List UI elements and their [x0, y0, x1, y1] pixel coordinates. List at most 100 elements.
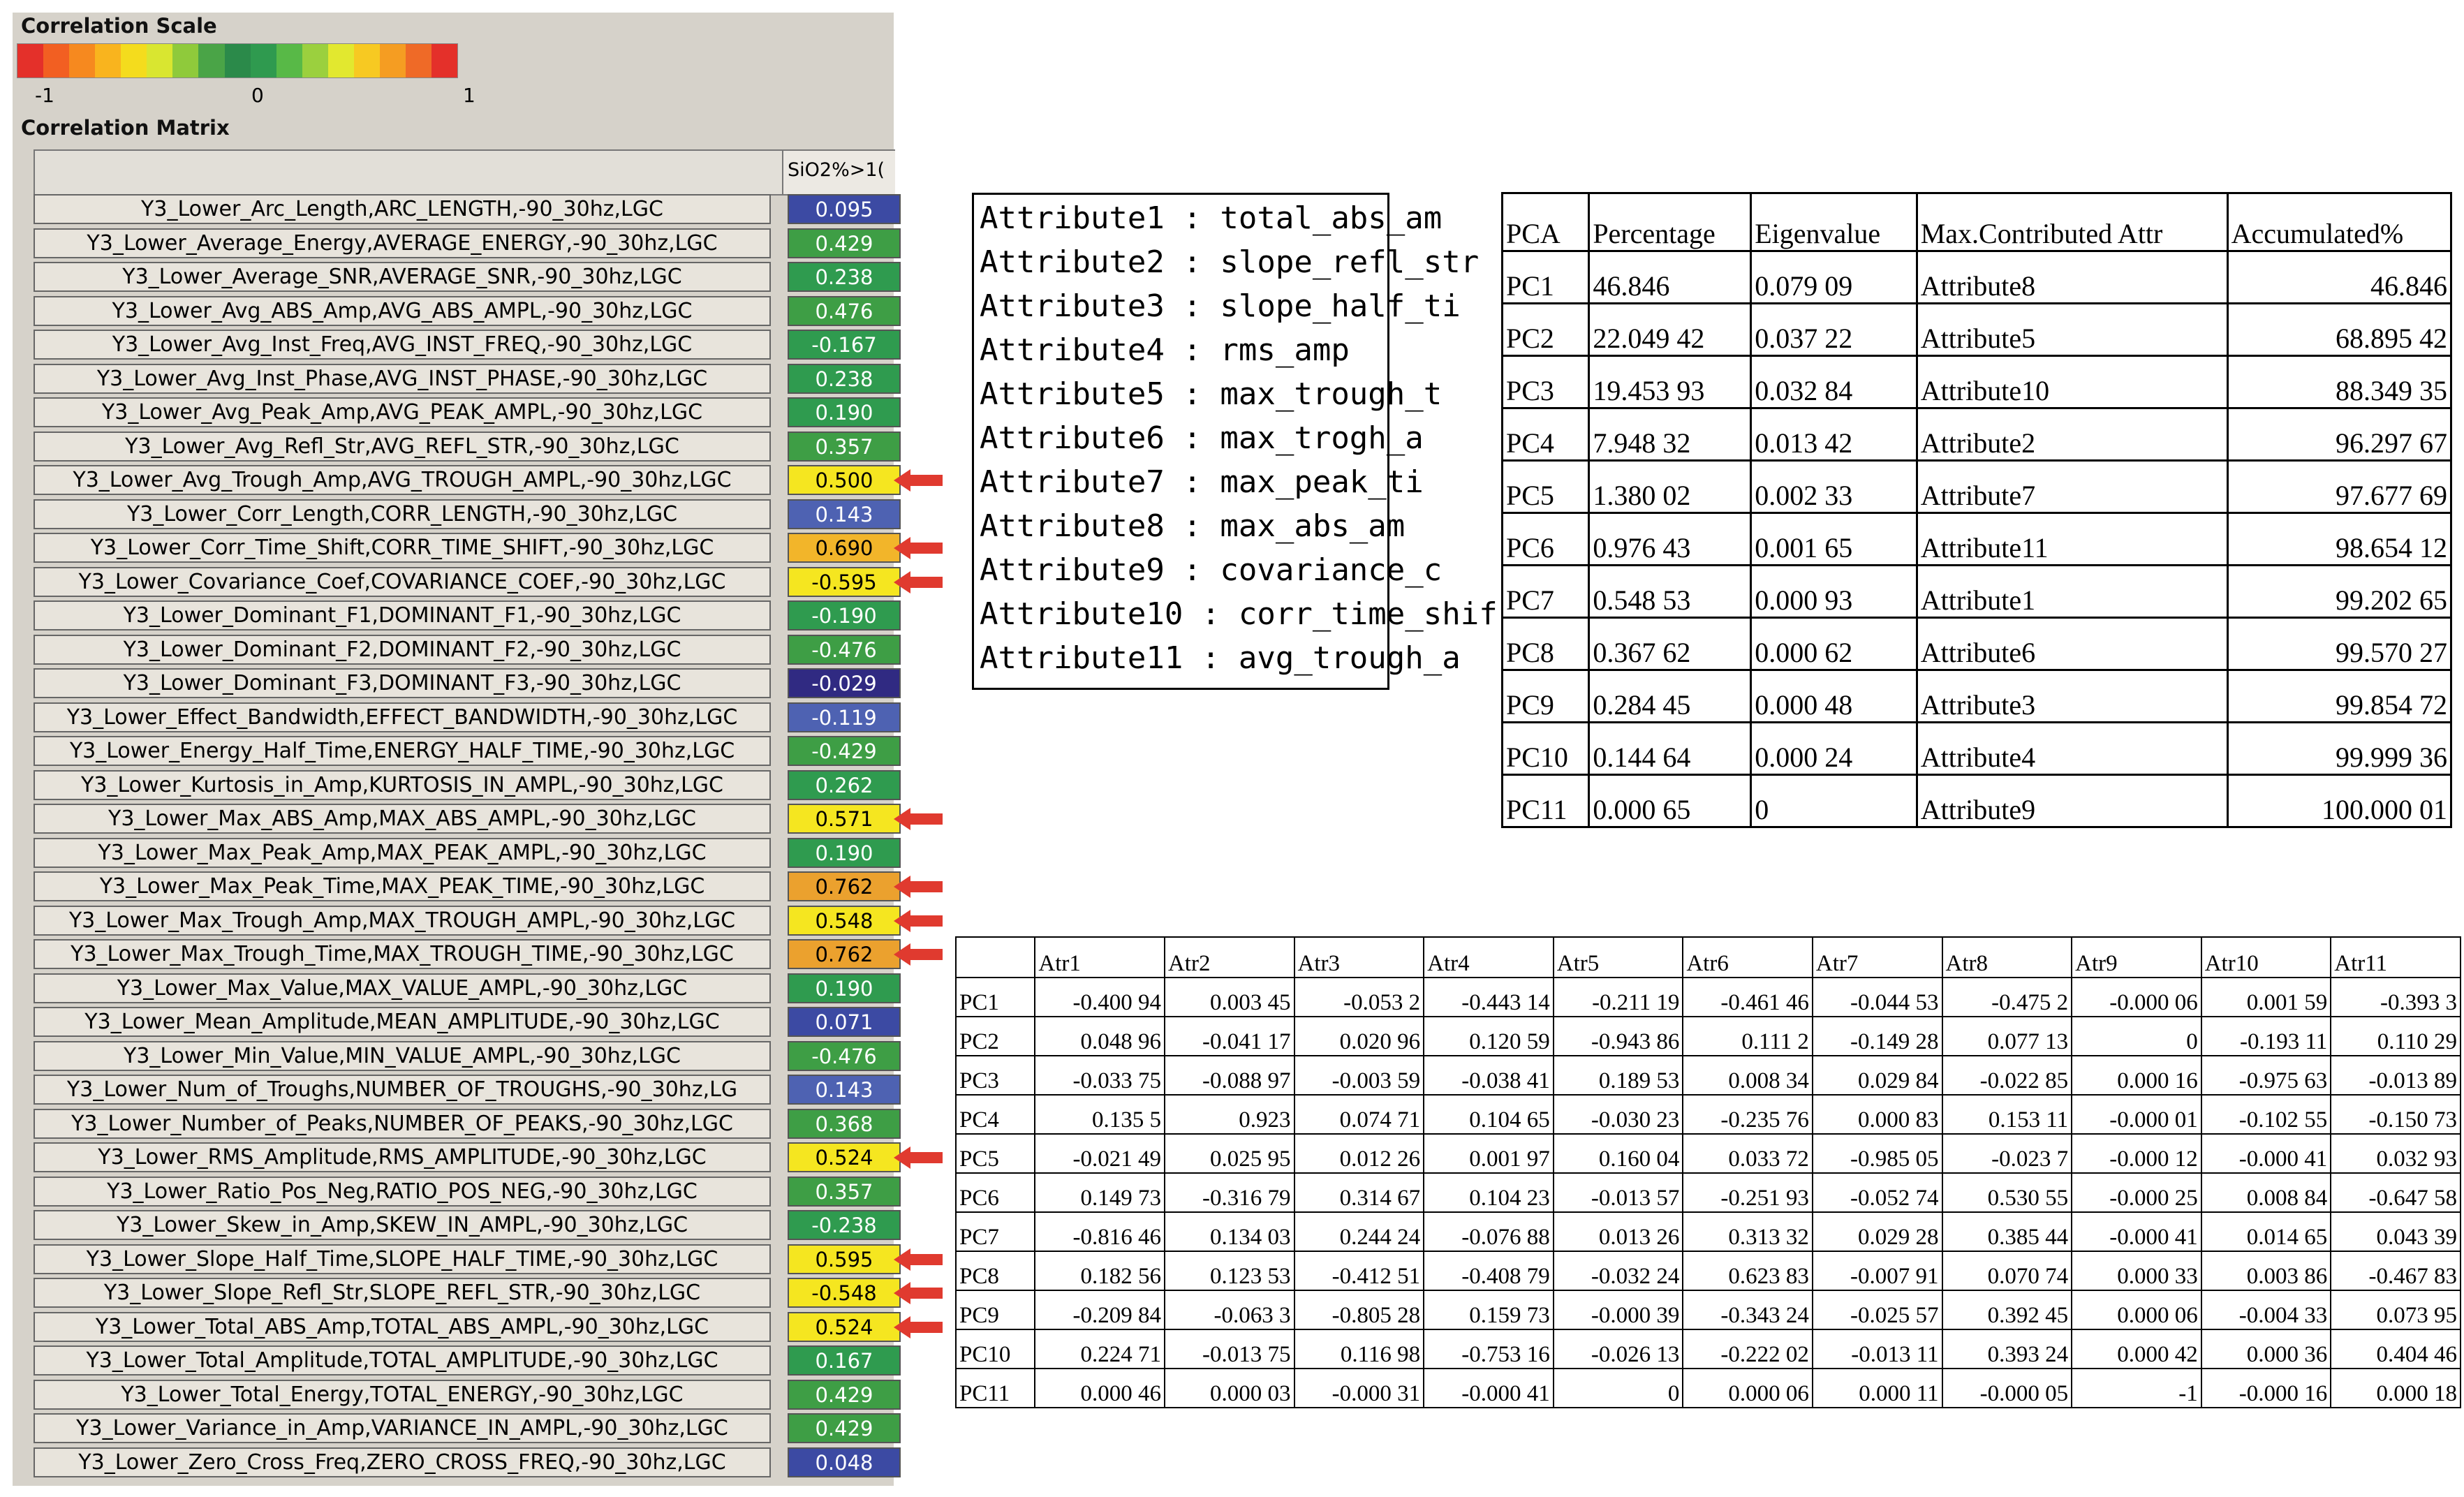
matrix-row[interactable]: Y3_Lower_Total_Amplitude,TOTAL_AMPLITUDE… — [34, 1344, 901, 1378]
attribute-label[interactable]: Y3_Lower_Max_Trough_Amp,MAX_TROUGH_AMPL,… — [34, 905, 771, 936]
matrix-row[interactable]: Y3_Lower_Number_of_Peaks,NUMBER_OF_PEAKS… — [34, 1107, 901, 1142]
attribute-label[interactable]: Y3_Lower_Skew_in_Amp,SKEW_IN_AMPL,-90_30… — [34, 1210, 771, 1240]
attribute-label[interactable]: Y3_Lower_Total_Energy,TOTAL_ENERGY,-90_3… — [34, 1379, 771, 1410]
attribute-label[interactable]: Y3_Lower_Corr_Time_Shift,CORR_TIME_SHIFT… — [34, 533, 771, 563]
loading-cell: 0.404 46 — [2330, 1329, 2461, 1369]
attribute-label[interactable]: Y3_Lower_Kurtosis_in_Amp,KURTOSIS_IN_AMP… — [34, 769, 771, 800]
loading-cell: 0.923 — [1163, 1094, 1295, 1135]
attribute-label[interactable]: Y3_Lower_Max_ABS_Amp,MAX_ABS_AMPL,-90_30… — [34, 804, 771, 834]
matrix-row[interactable]: Y3_Lower_Min_Value,MIN_VALUE_AMPL,-90_30… — [34, 1040, 901, 1074]
loading-column-header: Atr3 — [1293, 936, 1425, 978]
attribute-label[interactable]: Y3_Lower_Max_Peak_Amp,MAX_PEAK_AMPL,-90_… — [34, 837, 771, 868]
matrix-column-header[interactable]: SiO2%>1( — [782, 151, 895, 194]
attribute-label[interactable]: Y3_Lower_Avg_Refl_Str,AVG_REFL_STR,-90_3… — [34, 431, 771, 462]
correlation-value: 0.357 — [788, 431, 901, 462]
matrix-row[interactable]: Y3_Lower_Skew_in_Amp,SKEW_IN_AMPL,-90_30… — [34, 1209, 901, 1243]
scale-color-step — [198, 44, 225, 78]
matrix-row[interactable]: Y3_Lower_Avg_ABS_Amp,AVG_ABS_AMPL,-90_30… — [34, 295, 901, 329]
matrix-row[interactable]: Y3_Lower_Dominant_F1,DOMINANT_F1,-90_30h… — [34, 599, 901, 633]
matrix-row[interactable]: Y3_Lower_Dominant_F3,DOMINANT_F3,-90_30h… — [34, 667, 901, 701]
attribute-label[interactable]: Y3_Lower_Total_Amplitude,TOTAL_AMPLITUDE… — [34, 1345, 771, 1376]
loading-cell: -0.000 12 — [2071, 1133, 2202, 1174]
pca-cell: 68.895 42 — [2226, 302, 2453, 357]
attribute-label[interactable]: Y3_Lower_Avg_Inst_Freq,AVG_INST_FREQ,-90… — [34, 330, 771, 360]
matrix-row[interactable]: Y3_Lower_Corr_Time_Shift,CORR_TIME_SHIFT… — [34, 531, 901, 566]
matrix-row[interactable]: Y3_Lower_Effect_Bandwidth,EFFECT_BANDWID… — [34, 701, 901, 735]
attribute-label[interactable]: Y3_Lower_Energy_Half_Time,ENERGY_HALF_TI… — [34, 736, 771, 766]
attribute-label[interactable]: Y3_Lower_Average_SNR,AVERAGE_SNR,-90_30h… — [34, 262, 771, 292]
attribute-label[interactable]: Y3_Lower_Avg_Peak_Amp,AVG_PEAK_AMPL,-90_… — [34, 397, 771, 427]
matrix-row[interactable]: Y3_Lower_Mean_Amplitude,MEAN_AMPLITUDE,-… — [34, 1005, 901, 1040]
attribute-label[interactable]: Y3_Lower_Slope_Refl_Str,SLOPE_REFL_STR,-… — [34, 1278, 771, 1308]
attribute-label[interactable]: Y3_Lower_Zero_Cross_Freq,ZERO_CROSS_FREQ… — [34, 1447, 771, 1477]
loading-cell: 0.074 71 — [1293, 1094, 1425, 1135]
matrix-row[interactable]: Y3_Lower_Max_Trough_Time,MAX_TROUGH_TIME… — [34, 938, 901, 972]
attribute-label[interactable]: Y3_Lower_Covariance_Coef,COVARIANCE_COEF… — [34, 566, 771, 597]
loading-column-header: Atr2 — [1163, 936, 1295, 978]
pca-cell: Attribute11 — [1915, 512, 2229, 566]
pca-cell: 0.000 24 — [1750, 721, 1918, 776]
matrix-row[interactable]: Y3_Lower_Arc_Length,ARC_LENGTH,-90_30hz,… — [34, 193, 901, 227]
loading-cell: -0.149 28 — [1811, 1016, 1943, 1056]
loading-cell: -0.023 7 — [1941, 1133, 2073, 1174]
attribute-label[interactable]: Y3_Lower_Dominant_F3,DOMINANT_F3,-90_30h… — [34, 668, 771, 698]
attribute-label[interactable]: Y3_Lower_Ratio_Pos_Neg,RATIO_POS_NEG,-90… — [34, 1176, 771, 1207]
attribute-label[interactable]: Y3_Lower_Slope_Half_Time,SLOPE_HALF_TIME… — [34, 1244, 771, 1274]
attribute-label[interactable]: Y3_Lower_Arc_Length,ARC_LENGTH,-90_30hz,… — [34, 194, 771, 224]
matrix-row[interactable]: Y3_Lower_Kurtosis_in_Amp,KURTOSIS_IN_AMP… — [34, 769, 901, 803]
matrix-row[interactable]: Y3_Lower_RMS_Amplitude,RMS_AMPLITUDE,-90… — [34, 1141, 901, 1175]
attribute-label[interactable]: Y3_Lower_Avg_Inst_Phase,AVG_INST_PHASE,-… — [34, 363, 771, 394]
loading-cell: 0.008 84 — [2200, 1172, 2332, 1213]
matrix-row[interactable]: Y3_Lower_Max_Peak_Time,MAX_PEAK_TIME,-90… — [34, 870, 901, 904]
matrix-row[interactable]: Y3_Lower_Average_Energy,AVERAGE_ENERGY,-… — [34, 227, 901, 261]
matrix-row[interactable]: Y3_Lower_Max_Trough_Amp,MAX_TROUGH_AMPL,… — [34, 904, 901, 938]
matrix-row[interactable]: Y3_Lower_Dominant_F2,DOMINANT_F2,-90_30h… — [34, 633, 901, 668]
scale-color-step — [69, 44, 96, 78]
attribute-label[interactable]: Y3_Lower_Max_Value,MAX_VALUE_AMPL,-90_30… — [34, 973, 771, 1003]
loading-row: PC5 -0.021 49 0.025 95 0.012 26 0.001 97 0.16… — [954, 1133, 2461, 1174]
matrix-row[interactable]: Y3_Lower_Zero_Cross_Freq,ZERO_CROSS_FREQ… — [34, 1446, 901, 1480]
matrix-row[interactable]: Y3_Lower_Max_ABS_Amp,MAX_ABS_AMPL,-90_30… — [34, 802, 901, 836]
attribute-label[interactable]: Y3_Lower_Total_ABS_Amp,TOTAL_ABS_AMPL,-9… — [34, 1311, 771, 1342]
matrix-row[interactable]: Y3_Lower_Max_Peak_Amp,MAX_PEAK_AMPL,-90_… — [34, 836, 901, 871]
matrix-row[interactable]: Y3_Lower_Avg_Inst_Phase,AVG_INST_PHASE,-… — [34, 362, 901, 397]
matrix-row[interactable]: Y3_Lower_Variance_in_Amp,VARIANCE_IN_AMP… — [34, 1412, 901, 1446]
attribute-label[interactable]: Y3_Lower_Min_Value,MIN_VALUE_AMPL,-90_30… — [34, 1040, 771, 1071]
loading-cell: -0.041 17 — [1163, 1016, 1295, 1056]
attribute-label[interactable]: Y3_Lower_Max_Peak_Time,MAX_PEAK_TIME,-90… — [34, 871, 771, 901]
loading-cell: -0.063 3 — [1163, 1290, 1295, 1330]
matrix-row[interactable]: Y3_Lower_Corr_Length,CORR_LENGTH,-90_30h… — [34, 498, 901, 532]
matrix-row[interactable]: Y3_Lower_Max_Value,MAX_VALUE_AMPL,-90_30… — [34, 972, 901, 1006]
red-arrow-icon — [894, 876, 943, 898]
matrix-row[interactable]: Y3_Lower_Avg_Trough_Amp,AVG_TROUGH_AMPL,… — [34, 464, 901, 498]
matrix-row[interactable]: Y3_Lower_Total_Energy,TOTAL_ENERGY,-90_3… — [34, 1378, 901, 1413]
matrix-row[interactable]: Y3_Lower_Energy_Half_Time,ENERGY_HALF_TI… — [34, 735, 901, 769]
attribute-label[interactable]: Y3_Lower_Number_of_Peaks,NUMBER_OF_PEAKS… — [34, 1108, 771, 1139]
attribute-label[interactable]: Y3_Lower_Num_of_Troughs,NUMBER_OF_TROUGH… — [34, 1075, 771, 1105]
attribute-label[interactable]: Y3_Lower_Corr_Length,CORR_LENGTH,-90_30h… — [34, 499, 771, 529]
attribute-label[interactable]: Y3_Lower_Dominant_F1,DOMINANT_F1,-90_30h… — [34, 600, 771, 630]
attribute-label[interactable]: Y3_Lower_Avg_ABS_Amp,AVG_ABS_AMPL,-90_30… — [34, 295, 771, 326]
matrix-row[interactable]: Y3_Lower_Total_ABS_Amp,TOTAL_ABS_AMPL,-9… — [34, 1311, 901, 1345]
attribute-label[interactable]: Y3_Lower_Avg_Trough_Amp,AVG_TROUGH_AMPL,… — [34, 465, 771, 495]
loading-cell: 0.001 97 — [1423, 1133, 1554, 1174]
attribute-label[interactable]: Y3_Lower_RMS_Amplitude,RMS_AMPLITUDE,-90… — [34, 1142, 771, 1172]
attribute-label[interactable]: Y3_Lower_Max_Trough_Time,MAX_TROUGH_TIME… — [34, 939, 771, 969]
attribute-label[interactable]: Y3_Lower_Dominant_F2,DOMINANT_F2,-90_30h… — [34, 634, 771, 665]
matrix-row[interactable]: Y3_Lower_Covariance_Coef,COVARIANCE_COEF… — [34, 566, 901, 600]
attribute-label[interactable]: Y3_Lower_Average_Energy,AVERAGE_ENERGY,-… — [34, 228, 771, 258]
pca-cell: 22.049 42 — [1588, 302, 1753, 357]
matrix-row[interactable]: Y3_Lower_Slope_Refl_Str,SLOPE_REFL_STR,-… — [34, 1276, 901, 1311]
attribute-label[interactable]: Y3_Lower_Effect_Bandwidth,EFFECT_BANDWID… — [34, 702, 771, 732]
correlation-value: -0.238 — [788, 1210, 901, 1240]
correlation-value: 0.476 — [788, 295, 901, 326]
attribute-label[interactable]: Y3_Lower_Mean_Amplitude,MEAN_AMPLITUDE,-… — [34, 1007, 771, 1037]
attribute-label[interactable]: Y3_Lower_Variance_in_Amp,VARIANCE_IN_AMP… — [34, 1413, 771, 1443]
matrix-row[interactable]: Y3_Lower_Average_SNR,AVERAGE_SNR,-90_30h… — [34, 260, 901, 295]
matrix-row[interactable]: Y3_Lower_Slope_Half_Time,SLOPE_HALF_TIME… — [34, 1243, 901, 1277]
matrix-row[interactable]: Y3_Lower_Avg_Peak_Amp,AVG_PEAK_AMPL,-90_… — [34, 396, 901, 430]
matrix-row[interactable]: Y3_Lower_Ratio_Pos_Neg,RATIO_POS_NEG,-90… — [34, 1175, 901, 1209]
matrix-row[interactable]: Y3_Lower_Avg_Inst_Freq,AVG_INST_FREQ,-90… — [34, 328, 901, 362]
matrix-row[interactable]: Y3_Lower_Num_of_Troughs,NUMBER_OF_TROUGH… — [34, 1073, 901, 1107]
matrix-row[interactable]: Y3_Lower_Avg_Refl_Str,AVG_REFL_STR,-90_3… — [34, 430, 901, 464]
